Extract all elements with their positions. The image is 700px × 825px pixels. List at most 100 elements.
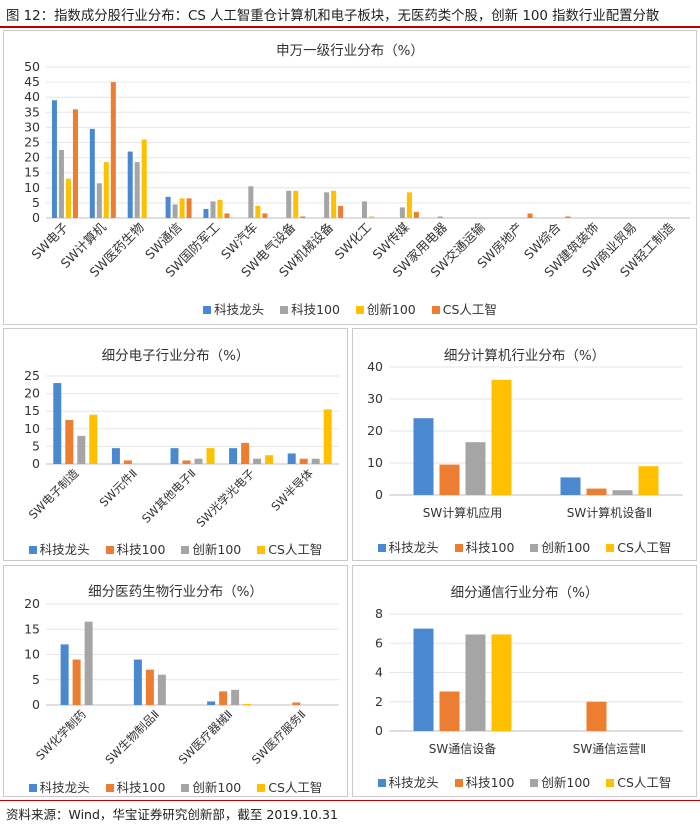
bar: [262, 213, 268, 218]
bar: [311, 458, 320, 464]
bar: [194, 458, 203, 464]
y-tick-label: 10: [24, 647, 40, 662]
bar: [255, 205, 261, 218]
bar: [231, 689, 240, 705]
x-tick-label: SW通信运营Ⅱ: [573, 742, 646, 756]
bar: [65, 178, 71, 218]
legend-label: CS人工智: [442, 302, 497, 317]
legend-label: CS人工智: [268, 780, 323, 795]
bar: [53, 383, 62, 464]
bar: [638, 466, 659, 495]
legend: 科技龙头 科技100 创新100 CS人工智: [4, 539, 347, 558]
legend-label: 科技100: [291, 302, 340, 317]
legend: 科技龙头 科技100 创新100 CS人工智: [4, 299, 696, 318]
x-tick-label: SW半导体: [268, 466, 316, 514]
y-tick-label: 30: [367, 391, 383, 406]
y-tick-label: 50: [24, 59, 40, 74]
y-tick-label: 30: [24, 119, 40, 134]
bar: [165, 196, 171, 218]
legend-label: 科技100: [465, 775, 515, 790]
bar: [51, 100, 57, 218]
bar: [612, 490, 633, 495]
legend-item: 科技龙头: [377, 772, 439, 791]
bar: [286, 190, 292, 218]
chart-title: 细分电子行业分布（%）: [101, 348, 250, 364]
bar: [103, 162, 109, 218]
bar: [491, 634, 512, 731]
y-tick-label: 25: [24, 368, 40, 383]
bar: [207, 701, 216, 705]
bar: [182, 460, 191, 464]
bar: [157, 674, 166, 705]
y-tick-label: 40: [367, 359, 383, 374]
legend-label: 创新100: [366, 302, 416, 317]
chart-computer: 0 10 20 30 40 SW计算机应用 SW计算机设备Ⅱ: [367, 359, 683, 520]
y-tick-label: 5: [32, 195, 40, 210]
legend-label: 创新100: [192, 780, 242, 795]
bar: [96, 183, 102, 218]
x-tick-label: SW其他电子Ⅱ: [139, 466, 199, 526]
legend-item: CS人工智: [606, 537, 671, 556]
legend-item: 科技龙头: [203, 299, 264, 318]
legend-label: 科技龙头: [39, 780, 90, 795]
header-rule: [0, 26, 700, 28]
panel-electronics: 细分电子行业分布（%） 0 5 10 15 20 25 SW电子制造 SW元件Ⅱ SW其他电子Ⅱ…: [3, 328, 348, 561]
y-tick-label: 5: [32, 672, 40, 687]
bar: [586, 488, 607, 495]
bar: [265, 455, 274, 464]
y-tick-label: 0: [32, 456, 40, 471]
bar: [527, 213, 533, 218]
legend-item: 创新100: [181, 539, 241, 558]
bar: [241, 442, 250, 464]
bar: [439, 691, 460, 731]
legend-label: CS人工智: [617, 775, 672, 790]
legend-label: 科技龙头: [39, 542, 90, 557]
bar: [217, 199, 223, 218]
bar: [84, 621, 93, 705]
bar: [72, 109, 78, 218]
x-tick-label: SW医疗器械Ⅱ: [176, 707, 236, 767]
y-tick-label: 6: [375, 635, 383, 650]
y-tick-label: 0: [32, 210, 40, 225]
bar: [179, 198, 185, 218]
y-tick-label: 8: [375, 606, 383, 621]
bar: [123, 460, 132, 464]
legend-item: 科技龙头: [28, 539, 90, 558]
legend-item: 科技100: [280, 299, 340, 318]
y-tick-label: 10: [24, 421, 40, 436]
bar: [439, 464, 460, 495]
bar: [111, 448, 120, 464]
x-tick-label: SW计算机设备Ⅱ: [567, 505, 652, 520]
legend: 科技龙头 科技100 创新100 CS人工智: [353, 537, 696, 556]
bar: [300, 216, 306, 218]
bar: [406, 192, 412, 218]
bar: [299, 458, 308, 464]
bar: [224, 213, 230, 218]
panel-pharma: 细分医药生物行业分布（%） 0 5 10 15 20 SW化学制药 SW生物制品Ⅱ SW医疗器…: [3, 565, 348, 797]
bar: [89, 128, 95, 218]
chart-pharma: 0 5 10 15 20 SW化学制药 SW生物制品Ⅱ SW医疗器械Ⅱ SW医疗服务Ⅱ: [24, 596, 339, 767]
bar: [110, 82, 116, 218]
x-tick-label: SW医疗服务Ⅱ: [249, 707, 309, 767]
bar: [293, 190, 299, 218]
y-tick-label: 35: [24, 104, 40, 119]
legend-item: 创新100: [530, 537, 590, 556]
bar: [172, 204, 178, 218]
bar: [338, 205, 344, 218]
legend-item: 创新100: [181, 777, 241, 796]
y-tick-label: 20: [24, 150, 40, 165]
legend-label: 科技100: [116, 542, 166, 557]
x-tick-label: SW元件Ⅱ: [97, 466, 140, 509]
bar: [292, 702, 301, 705]
bar: [399, 207, 405, 218]
y-tick-label: 0: [375, 723, 383, 738]
y-tick-label: 25: [24, 135, 40, 150]
bar: [133, 659, 142, 705]
legend-item: CS人工智: [257, 777, 322, 796]
legend-label: 创新100: [541, 775, 591, 790]
legend-label: 科技龙头: [388, 775, 439, 790]
y-tick-label: 15: [24, 621, 40, 636]
y-tick-label: 45: [24, 74, 40, 89]
chart-title: 申万一级行业分布（%）: [276, 43, 424, 59]
